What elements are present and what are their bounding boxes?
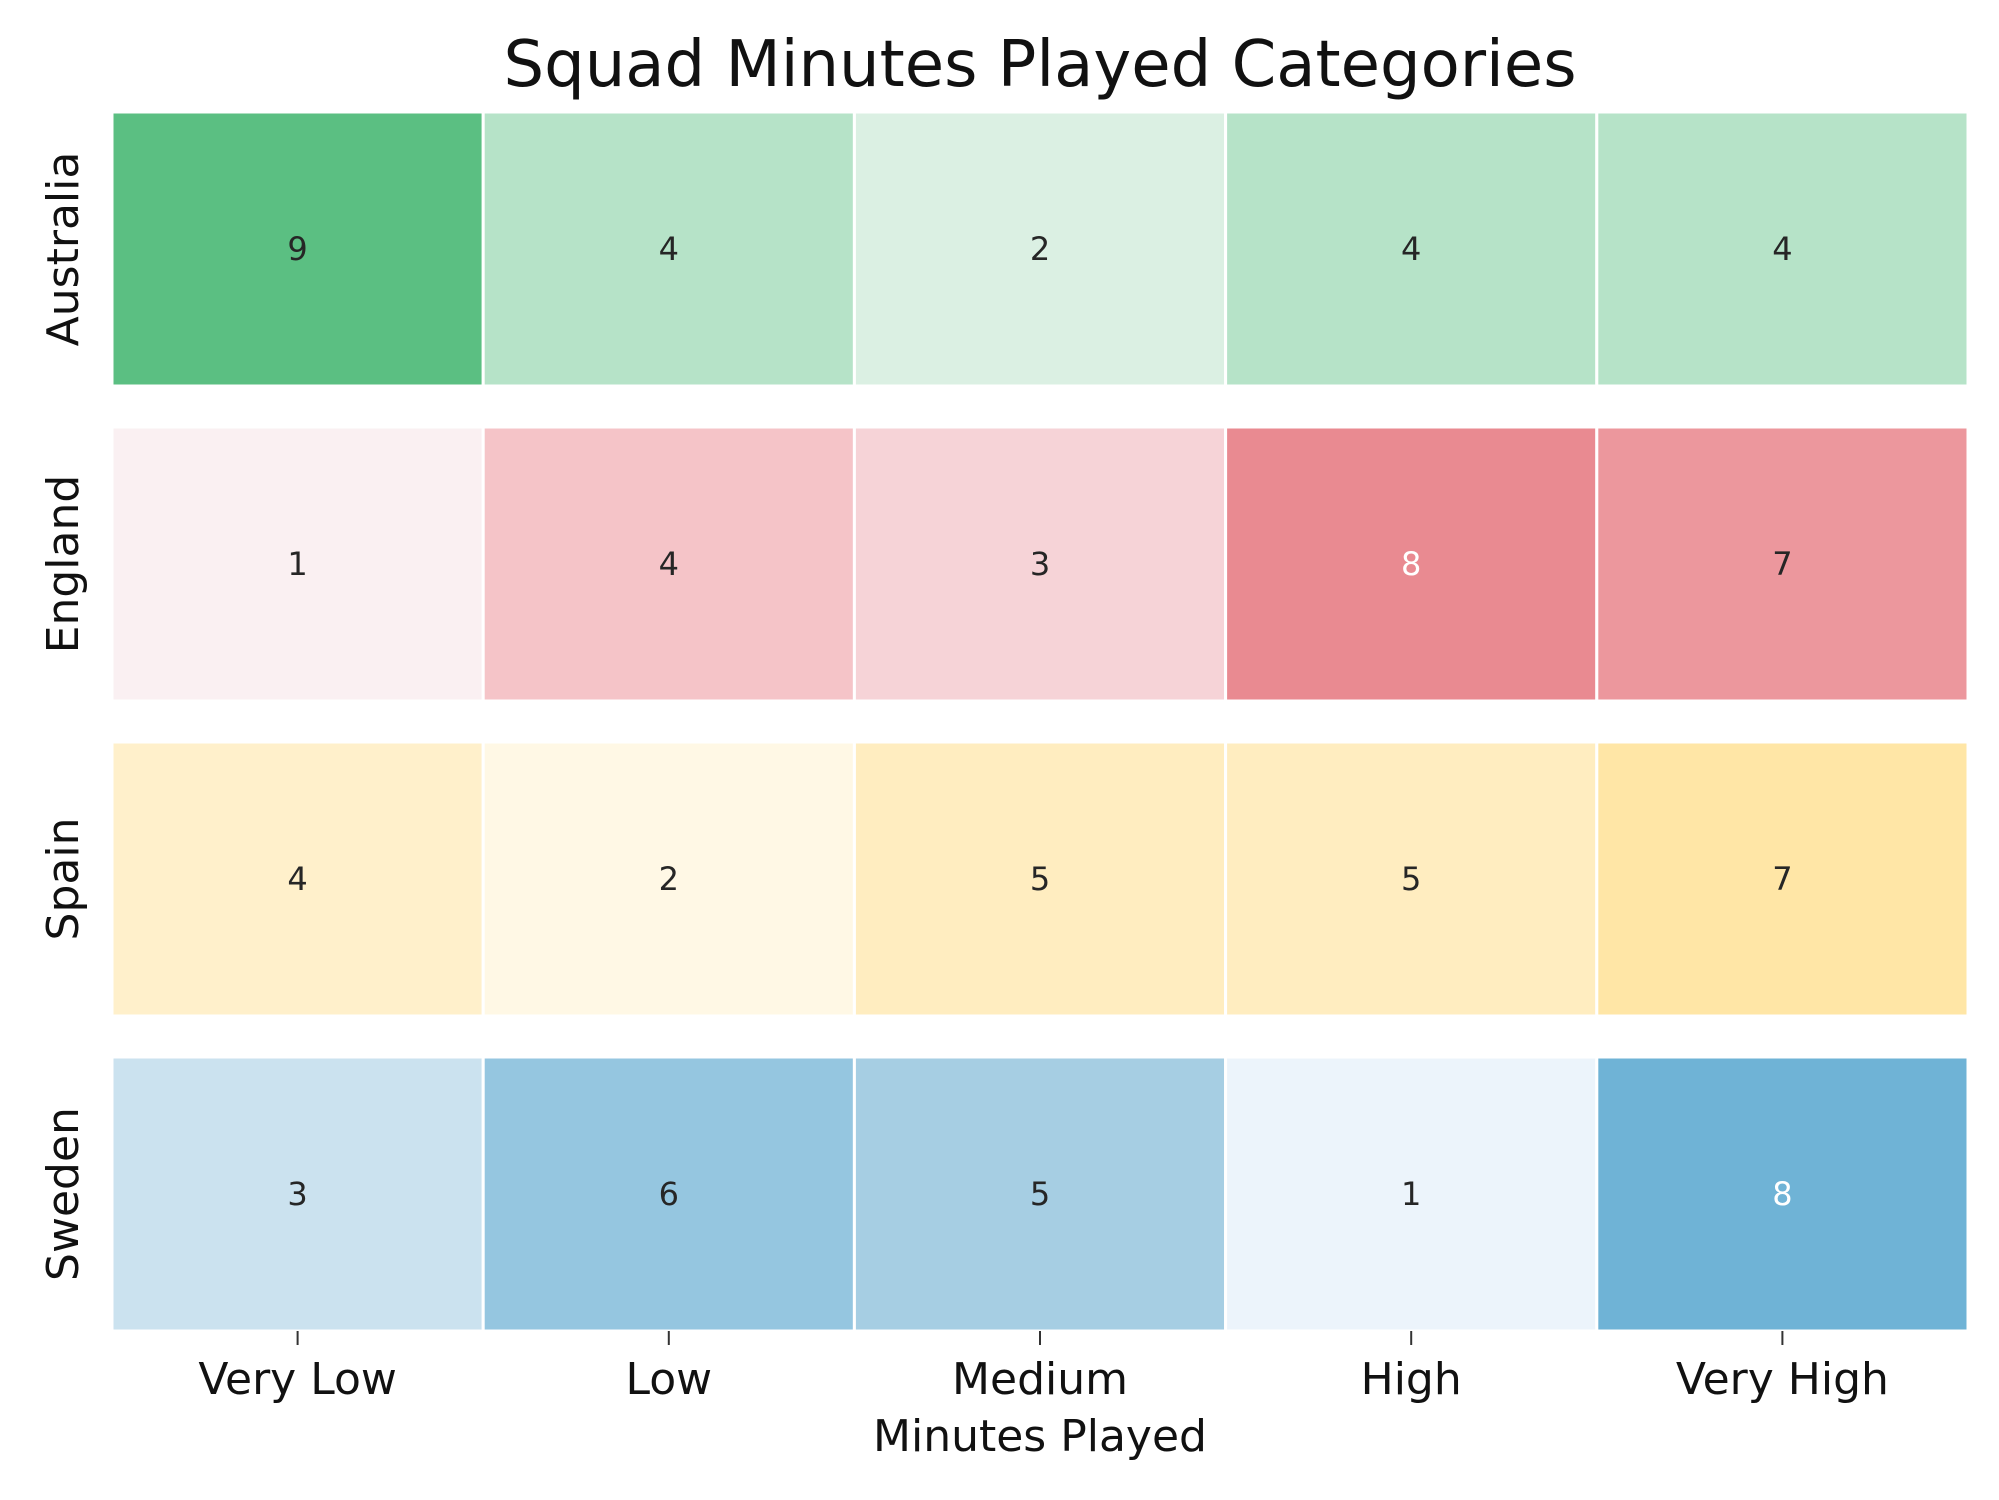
heatmap-cell [1595,740,1970,1018]
heatmap-cell [852,110,1228,388]
x-tick-label: Very High [1676,1354,1889,1405]
heatmap-cell [1595,1055,1970,1333]
heatmap-cell [110,1055,485,1333]
cell-value-label: 9 [287,230,307,268]
heatmap-cell [481,740,856,1018]
cell-value-label: 1 [1401,1175,1421,1213]
cell-value-label: 5 [1030,860,1050,898]
heatmap-cell [852,1055,1228,1333]
heatmap-cell [110,110,485,388]
cell-value-label: 5 [1030,1175,1050,1213]
x-tick-label: Very Low [198,1354,397,1405]
heatmap-cell [852,740,1228,1018]
cell-value-label: 8 [1772,1175,1792,1213]
row-label: Spain [38,818,89,941]
heatmap-cell [1595,110,1970,388]
heatmap-cell [1224,425,1599,703]
cell-value-label: 6 [659,1175,679,1213]
cell-value-label: 4 [659,545,679,583]
cell-value-label: 3 [287,1175,307,1213]
cell-value-label: 7 [1772,860,1792,898]
row-label: Sweden [38,1107,89,1281]
cell-value-label: 4 [659,230,679,268]
row-label: Australia [38,152,89,347]
x-axis-label: Minutes Played [873,1411,1207,1462]
cell-value-label: 3 [1030,545,1050,583]
heatmap-cells: 9 4 2 4 4 1 4 3 8 7 4 2 5 5 7 3 6 5 1 8 [110,110,1970,1333]
row-labels: Australia England Spain Sweden [38,152,89,1281]
heatmap-cell [481,1055,856,1333]
cell-value-label: 5 [1401,860,1421,898]
x-tick-label: High [1361,1354,1462,1405]
heatmap-cell [1224,110,1599,388]
heatmap-cell [852,425,1228,703]
heatmap-cell [1224,1055,1599,1333]
cell-value-label: 8 [1401,545,1421,583]
cell-value-label: 4 [1401,230,1421,268]
cell-value-label: 7 [1772,545,1792,583]
cell-value-label: 1 [287,545,307,583]
heatmap-cell [1595,425,1970,703]
row-label: England [38,475,89,654]
cell-value-label: 4 [1772,230,1792,268]
heatmap-cell [481,425,856,703]
heatmap-cell [110,425,485,703]
cell-value-label: 2 [1030,230,1050,268]
cell-value-label: 2 [659,860,679,898]
x-tick-label: Medium [952,1354,1128,1405]
x-tick-label: Low [625,1354,712,1405]
chart-title: Squad Minutes Played Categories [503,28,1576,102]
cell-value-label: 4 [287,860,307,898]
heatmap-cell [1224,740,1599,1018]
heatmap-cell [481,110,856,388]
x-axis-ticks: Very Low Low Medium High Very High [198,1331,1889,1405]
